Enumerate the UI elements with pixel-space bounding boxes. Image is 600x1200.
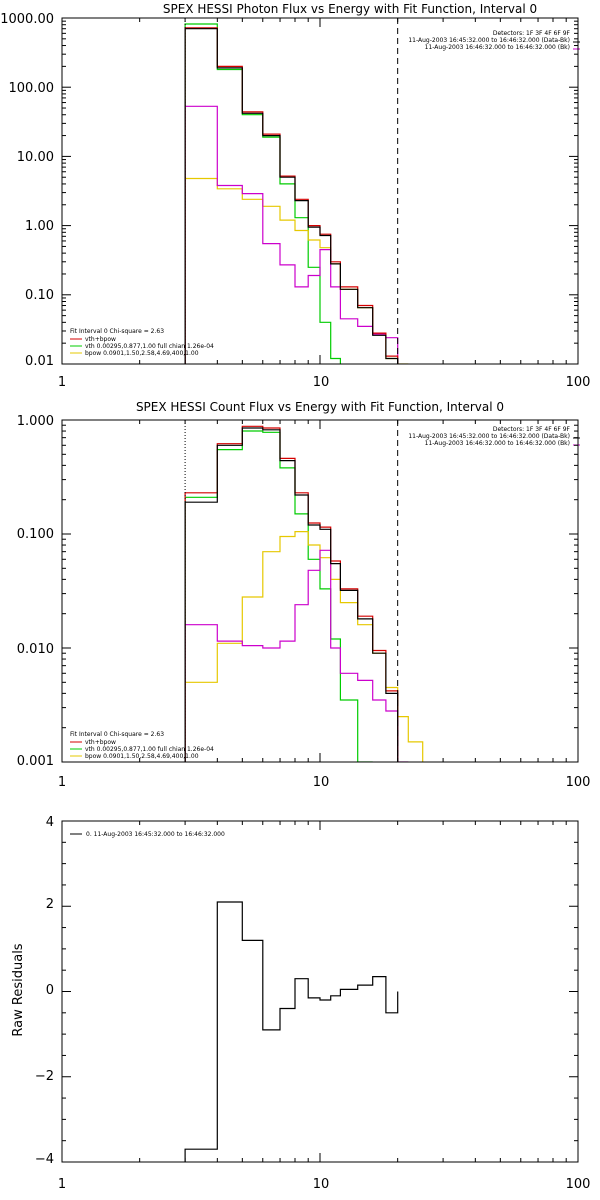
residuals-series [184,901,399,1162]
count-plot-area [184,425,424,762]
residuals-x-tick: 1 [58,1177,66,1192]
photon-legend-data-interval: 11-Aug-2003 16:45:32.000 to 16:46:32.000… [408,37,570,44]
photon-legend-vth: vth 0.00295,0.877,1.00 full chian 1.26e-… [85,343,214,350]
photon-legend-bpow: bpow 0.0901,1.50,2.58,4.69,400,1.00 [85,350,199,357]
photon-y-tick: 0.10 [25,288,54,303]
count-x-tick: 100 [566,775,591,790]
residuals-y-tick: −4 [35,1152,54,1167]
count-legend-bk-interval: 11-Aug-2003 16:46:32.000 to 16:46:32.000… [425,440,570,447]
count-y-tick: 0.001 [17,754,54,769]
count-flux-panel: SPEX HESSI Count Flux vs Energy with Fit… [17,400,591,790]
count-series-total [184,427,399,762]
photon-title: SPEX HESSI Photon Flux vs Energy with Fi… [163,2,537,16]
residuals-x-tick-labels: 1 10 100 [58,1177,591,1192]
residuals-x-tick: 100 [566,1177,591,1192]
count-legend-fit: vth+bpow [85,739,116,746]
count-series-bpow [184,531,424,762]
count-legend-chi: Fit Interval 0 Chi-square = 2.63 [70,731,164,738]
photon-flux-panel: SPEX HESSI Photon Flux vs Energy with Fi… [0,2,590,390]
residuals-legend-text: 0. 11-Aug-2003 16:45:32.000 to 16:46:32.… [86,831,225,838]
photon-legend-chi: Fit Interval 0 Chi-square = 2.63 [70,328,164,335]
photon-series-fit [184,27,399,364]
residuals-y-tick: 4 [46,815,54,830]
photon-y-tick: 10.00 [17,150,54,165]
photon-series-total [184,28,399,364]
photon-series-bpow [184,177,409,364]
count-x-tick: 10 [313,775,330,790]
count-series-data [184,549,409,762]
count-y-tick-labels: 1.000 0.100 0.010 0.001 [17,414,54,769]
residuals-panel: Raw Residuals 4 2 0 −2 −4 1 10 100 0. 11… [11,815,590,1192]
residuals-legend: 0. 11-Aug-2003 16:45:32.000 to 16:46:32.… [70,831,225,838]
photon-y-tick: 0.01 [25,354,54,369]
residuals-y-tick: −2 [35,1069,54,1084]
photon-y-tick: 1000.00 [0,12,54,27]
count-legend-data-interval: 11-Aug-2003 16:45:32.000 to 16:46:32.000… [408,433,570,440]
count-legend-vth: vth 0.00295,0.877,1.00 full chian 1.26e-… [85,746,214,753]
photon-x-tick-labels: 1 10 100 [58,375,591,390]
residuals-x-tick: 10 [313,1177,330,1192]
photon-series-data [184,105,399,364]
photon-x-tick: 1 [58,375,66,390]
photon-series-vth [184,23,341,364]
count-frame [61,419,579,763]
residuals-frame [61,820,579,1163]
count-x-tick-labels: 1 10 100 [58,775,591,790]
photon-y-tick: 100.00 [9,81,55,96]
count-y-tick: 0.010 [17,642,54,657]
count-legend-bpow: bpow 0.0901,1.50,2.58,4.69,400,1.00 [85,753,199,760]
photon-x-tick: 100 [566,375,591,390]
count-y-tick: 0.100 [17,527,54,542]
photon-x-tick: 10 [313,375,330,390]
photon-legend-fit: vth+bpow [85,336,116,343]
photon-legend-bottom-left: Fit Interval 0 Chi-square = 2.63 vth+bpo… [70,328,214,357]
count-legend-bottom-left: Fit Interval 0 Chi-square = 2.63 vth+bpo… [70,731,214,760]
photon-y-tick: 1.00 [25,219,54,234]
photon-legend-bk-interval: 11-Aug-2003 16:46:32.000 to 16:46:32.000… [425,44,570,51]
count-legend-top-right: Detectors: 1F 3F 4F 6F 9F 11-Aug-2003 16… [408,426,580,447]
count-title: SPEX HESSI Count Flux vs Energy with Fit… [136,400,504,414]
count-legend-detectors: Detectors: 1F 3F 4F 6F 9F [493,426,571,433]
photon-legend-detectors: Detectors: 1F 3F 4F 6F 9F [493,30,571,37]
residuals-y-tick: 0 [46,983,54,998]
residuals-ylabel: Raw Residuals [11,943,26,1036]
photon-plot-area [184,23,409,364]
residuals-y-tick: 2 [46,897,54,912]
count-x-tick: 1 [58,775,66,790]
count-series-vth [184,430,373,762]
photon-legend-top-right: Detectors: 1F 3F 4F 6F 9F 11-Aug-2003 16… [408,30,580,51]
photon-y-tick-labels: 1000.00 100.00 10.00 1.00 0.10 0.01 [0,12,54,369]
residuals-y-tick-labels: 4 2 0 −2 −4 [35,815,54,1167]
count-y-tick: 1.000 [17,414,54,429]
